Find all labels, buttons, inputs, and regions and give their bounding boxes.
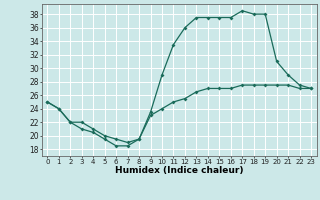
X-axis label: Humidex (Indice chaleur): Humidex (Indice chaleur) bbox=[115, 166, 244, 175]
